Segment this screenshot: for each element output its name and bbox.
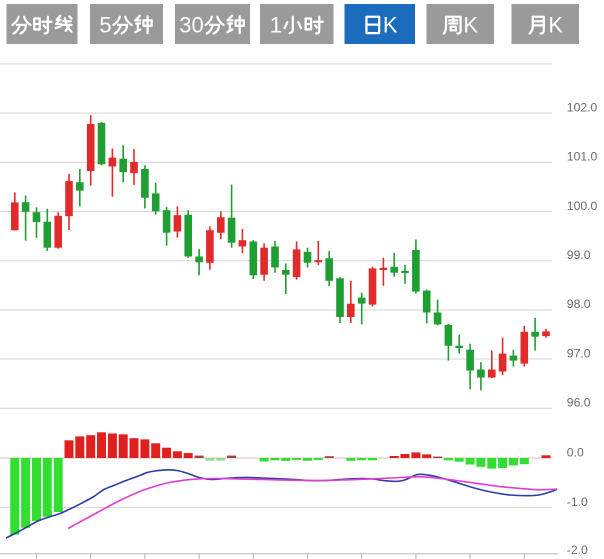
svg-text:99.0: 99.0 <box>567 248 591 262</box>
svg-text:100.0: 100.0 <box>567 199 598 213</box>
svg-text:96.0: 96.0 <box>567 396 591 410</box>
svg-text:5: 5 <box>99 13 111 38</box>
svg-text:0.0: 0.0 <box>567 445 584 459</box>
svg-text:K: K <box>383 13 398 38</box>
svg-text:98.0: 98.0 <box>567 297 591 311</box>
svg-text:K: K <box>548 13 563 38</box>
svg-text:101.0: 101.0 <box>567 150 598 164</box>
svg-text:102.0: 102.0 <box>567 100 598 114</box>
svg-text:30: 30 <box>179 13 203 38</box>
svg-text:K: K <box>463 13 478 38</box>
svg-text:-2.0: -2.0 <box>567 543 588 557</box>
svg-text:-1.0: -1.0 <box>567 495 588 509</box>
svg-text:97.0: 97.0 <box>567 346 591 360</box>
svg-text:1: 1 <box>270 13 282 38</box>
